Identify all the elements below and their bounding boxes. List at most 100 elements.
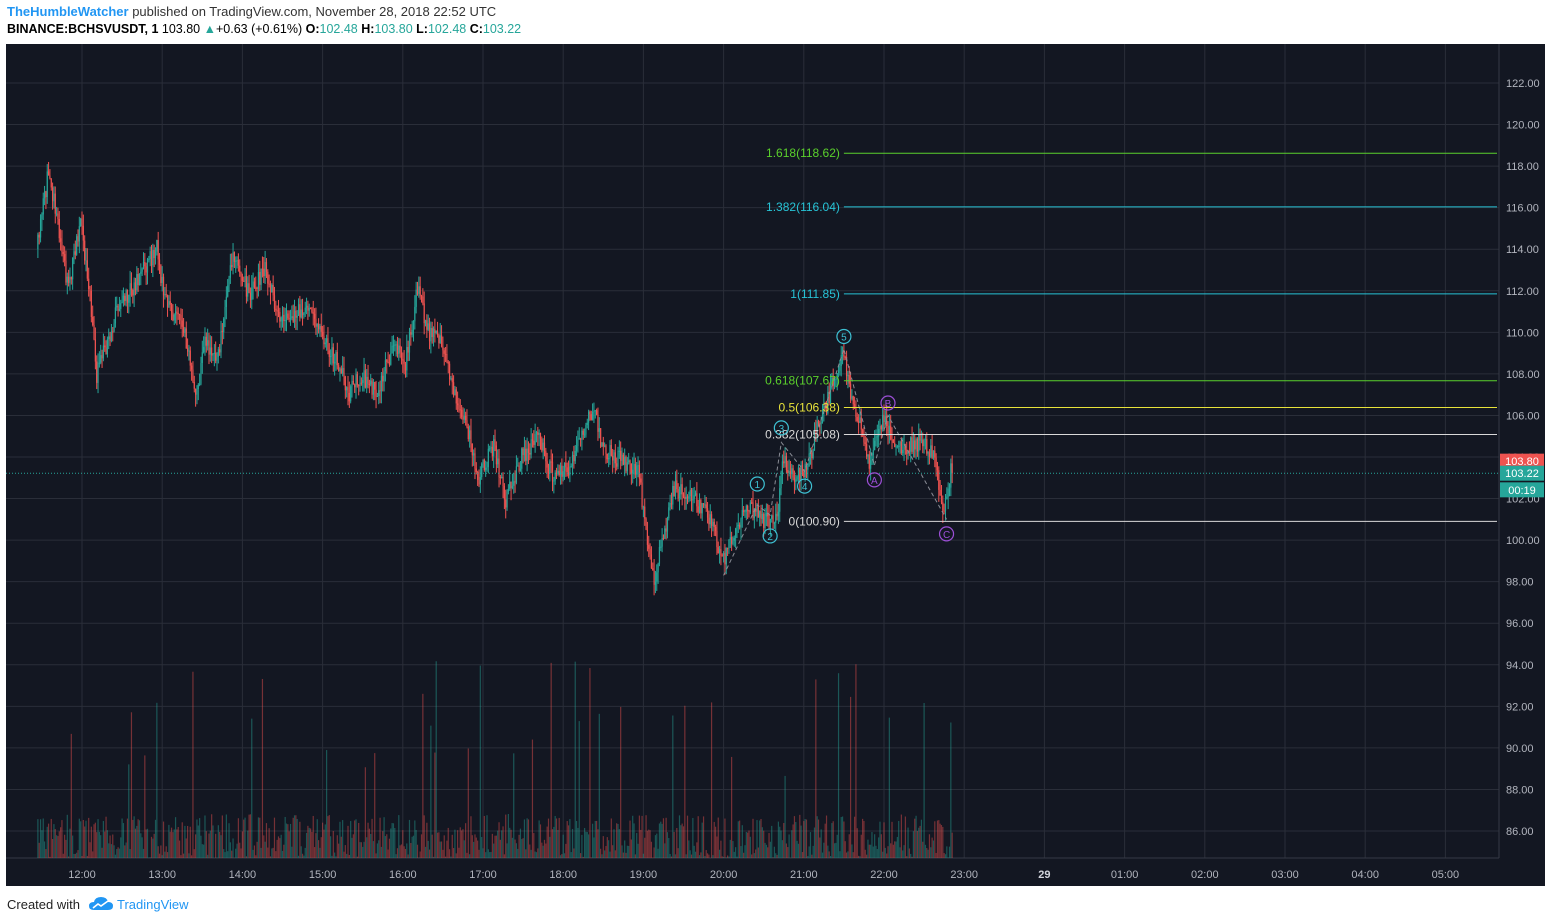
volume-bar — [879, 821, 881, 858]
candle-body — [600, 428, 602, 447]
candle-body — [391, 345, 393, 354]
candle-body — [847, 374, 849, 377]
volume-bar — [106, 830, 108, 858]
volume-bar — [780, 830, 782, 858]
candle-body — [196, 389, 198, 395]
chart-area[interactable]: 12:00 13:00 14:00 15:00 16:00 17:00 18:00 19:00… — [6, 44, 1545, 886]
wave-marker-2[interactable] — [762, 528, 778, 544]
volume-bar — [121, 818, 123, 858]
price-axis-badge-label: 103.80 — [1505, 456, 1539, 468]
candle-body — [486, 467, 488, 469]
y-tick-label: 110.00 — [1506, 327, 1539, 339]
candle-body — [517, 465, 519, 467]
volume-bar — [307, 825, 309, 858]
candle-body — [94, 339, 96, 362]
volume-bar — [68, 856, 70, 858]
symbol-label[interactable]: BINANCE:BCHSVUSDT, 1 — [7, 22, 159, 36]
volume-bar — [452, 848, 455, 858]
candle-body — [332, 347, 334, 364]
candle-body — [225, 296, 227, 307]
candle-body — [557, 470, 559, 474]
volume-bar — [844, 841, 846, 858]
volume-bar — [702, 816, 705, 858]
candle-body — [562, 471, 564, 477]
candle-body — [355, 374, 357, 388]
price-chart[interactable]: 12:00 13:00 14:00 15:00 16:00 17:00 18:00 19:00… — [6, 44, 1545, 886]
volume-bar — [451, 834, 453, 858]
volume-bar — [268, 828, 270, 858]
candle-body — [605, 445, 607, 454]
candle-body — [628, 460, 630, 463]
candle-body — [331, 347, 333, 356]
volume-bar — [951, 832, 953, 858]
volume-bar — [727, 855, 729, 858]
volume-bar — [170, 827, 173, 858]
wave-marker-B[interactable] — [880, 395, 896, 411]
volume-bar — [491, 833, 493, 858]
volume-bar — [423, 815, 425, 858]
wave-marker-5[interactable] — [836, 328, 852, 345]
volume-bar — [221, 815, 223, 858]
author-link[interactable]: TheHumbleWatcher — [7, 4, 129, 19]
volume-bar — [256, 841, 258, 858]
volume-bar — [608, 840, 610, 858]
volume-bar — [751, 854, 753, 858]
candle-body — [212, 353, 214, 356]
volume-bar — [94, 822, 96, 858]
y-tick-label: 90.00 — [1506, 743, 1534, 755]
volume-bar — [304, 847, 306, 858]
volume-bar — [51, 838, 54, 858]
candle-body — [950, 463, 952, 488]
candle-body — [769, 518, 771, 528]
volume-bar — [141, 837, 143, 858]
close-label: C: — [469, 22, 483, 36]
wave-label: 2 — [767, 532, 773, 543]
volume-bar — [530, 849, 532, 858]
candle-body — [145, 266, 147, 273]
volume-bar — [841, 816, 844, 858]
volume-bar — [458, 847, 460, 858]
candle-body — [105, 347, 107, 355]
x-tick-label: 16:00 — [389, 869, 417, 881]
candle-body — [629, 460, 631, 464]
volume-bar — [338, 843, 340, 858]
wave-marker-3[interactable] — [773, 420, 789, 436]
wave-marker-A[interactable] — [866, 472, 882, 488]
volume-bar — [864, 849, 866, 858]
volume-bar — [740, 846, 742, 858]
candle-body — [164, 294, 166, 296]
volume-bar — [160, 845, 162, 858]
volume-bar — [478, 849, 480, 858]
volume-bar — [178, 840, 181, 858]
volume-bar — [209, 830, 211, 858]
candle-body — [98, 362, 100, 364]
volume-bar — [61, 820, 63, 858]
candle-body — [824, 405, 826, 410]
volume-bar — [81, 856, 83, 858]
candle-body — [550, 461, 552, 463]
volume-bar — [600, 848, 602, 858]
tradingview-brand[interactable]: TradingView — [117, 897, 189, 912]
candle-body — [142, 261, 145, 269]
volume-bar — [820, 829, 822, 858]
candle-body — [721, 555, 723, 557]
candle-body — [204, 336, 206, 348]
candle-body — [199, 383, 201, 385]
volume-bar — [898, 820, 900, 858]
candle-body — [328, 350, 330, 357]
wave-marker-C[interactable] — [938, 526, 955, 542]
wave-marker-1[interactable] — [749, 476, 765, 492]
wave-marker-4[interactable] — [797, 478, 813, 494]
candle-body — [292, 316, 294, 322]
candle-body — [748, 511, 750, 513]
candle-body — [77, 236, 79, 242]
volume-bar — [729, 839, 731, 858]
volume-bar — [887, 846, 889, 858]
volume-bar — [936, 820, 939, 858]
candle-body — [465, 415, 467, 421]
volume-bar — [247, 830, 249, 858]
volume-bar — [374, 753, 376, 858]
candle-body — [247, 283, 249, 297]
candle-body — [835, 378, 837, 380]
candle-body — [943, 510, 945, 512]
